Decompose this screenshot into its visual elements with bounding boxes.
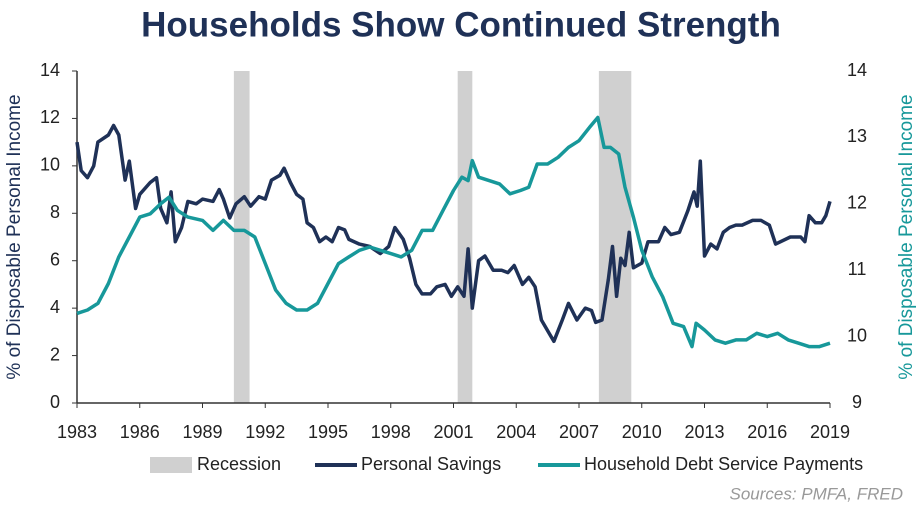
legend-label: Household Debt Service Payments (584, 454, 863, 474)
y2-axis-label: % of Disposable Personal Income (896, 94, 917, 379)
y2-tick-label: 11 (848, 259, 867, 279)
x-tick-label: 2007 (559, 422, 599, 442)
legend-swatch (150, 457, 192, 473)
y-tick-label: 0 (50, 392, 60, 412)
x-tick-label: 2013 (684, 422, 724, 442)
y-tick-label: 12 (40, 107, 60, 127)
y-axis-label: % of Disposable Personal Income (4, 94, 25, 379)
x-tick-label: 2004 (496, 422, 536, 442)
source: Sources: PMFA, FRED (730, 484, 904, 503)
x-tick-label: 1992 (245, 422, 285, 442)
y-tick-label: 14 (40, 60, 60, 80)
x-tick-label: 1989 (182, 422, 222, 442)
y-tick-label: 8 (50, 202, 60, 222)
legend-label: Personal Savings (361, 454, 501, 474)
y-tick-label: 4 (50, 297, 60, 317)
y2-tick-label: 9 (852, 392, 862, 412)
recession-band (233, 71, 250, 403)
recession-band (457, 71, 473, 403)
recession-band (598, 71, 632, 403)
series-line (75, 123, 832, 344)
x-tick-label: 1983 (57, 422, 97, 442)
x-tick-label: 1998 (371, 422, 411, 442)
y-tick-label: 10 (40, 155, 60, 175)
y2-tick-label: 10 (847, 325, 867, 345)
series-line (76, 115, 831, 349)
x-tick-label: 1995 (308, 422, 348, 442)
x-tick-label: 2016 (747, 422, 787, 442)
chart-title: Households Show Continued Strength (141, 5, 781, 44)
y2-tick-label: 13 (847, 126, 867, 146)
x-tick-label: 2019 (810, 422, 850, 442)
y-tick-label: 2 (50, 344, 60, 364)
legend-label: Recession (197, 454, 281, 474)
y2-tick-label: 14 (847, 60, 867, 80)
x-tick-label: 1986 (120, 422, 160, 442)
y2-tick-label: 12 (847, 193, 867, 213)
x-tick-label: 2001 (433, 422, 473, 442)
y-tick-label: 6 (50, 249, 60, 269)
x-tick-label: 2010 (622, 422, 662, 442)
